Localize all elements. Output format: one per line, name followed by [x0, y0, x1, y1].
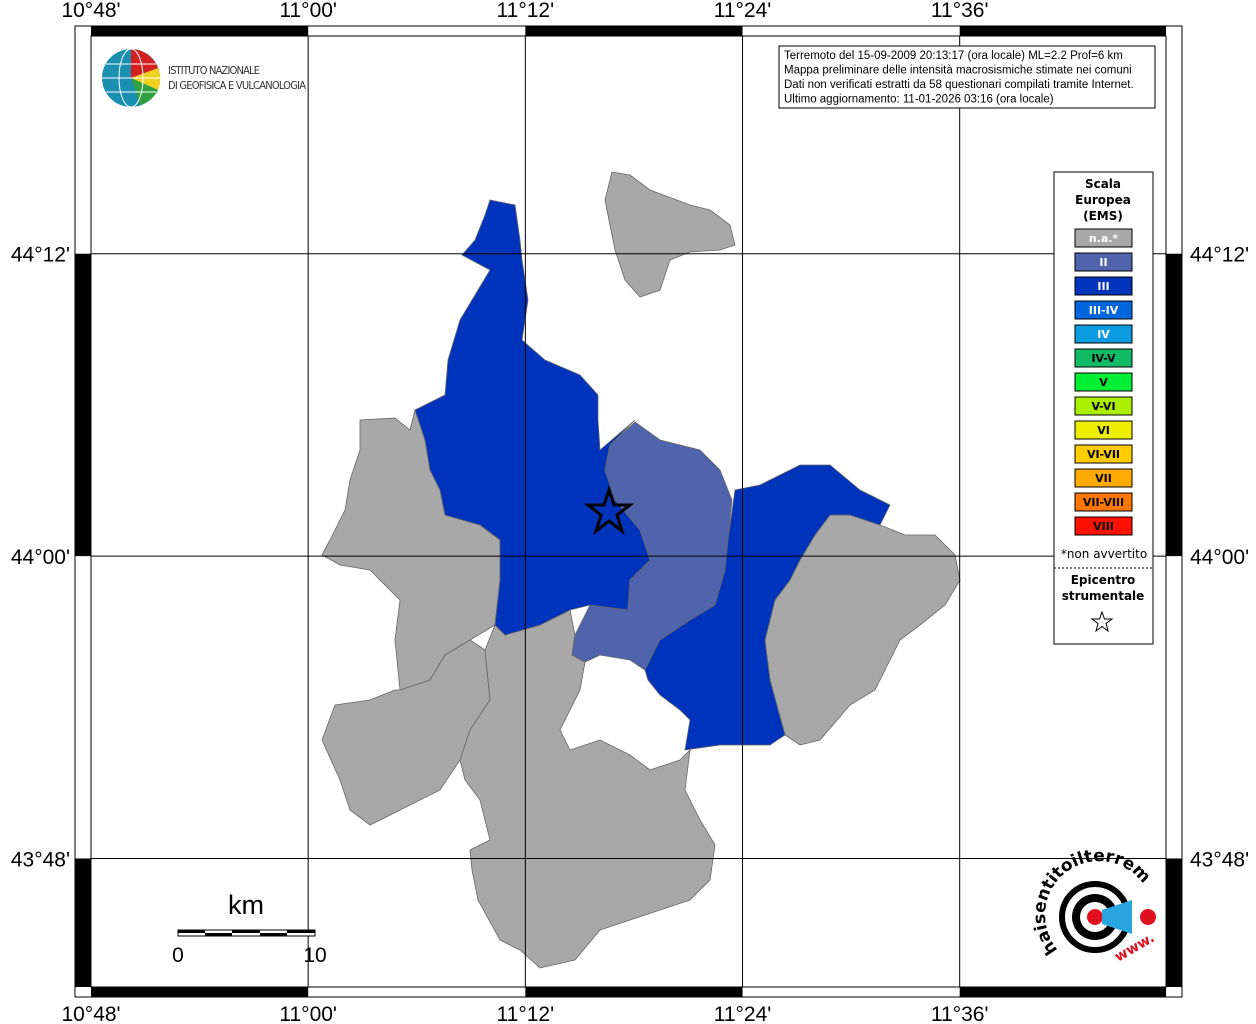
legend-swatch [1074, 252, 1133, 272]
legend-swatch [1074, 324, 1133, 344]
legend-note: *non avvertito [1061, 547, 1147, 561]
frame [74, 25, 1183, 998]
frame-band [91, 987, 309, 997]
legend-title: Scala [1085, 177, 1121, 191]
legend-swatch [1074, 348, 1133, 368]
legend-label: VIII [1093, 520, 1114, 533]
info-line: Dati non verificati estratti da 58 quest… [784, 79, 1134, 91]
lon-label: 11°24' [714, 1003, 772, 1024]
frame-band [525, 26, 743, 36]
frame-band [1166, 858, 1182, 987]
frame-band [75, 858, 91, 987]
legend-epicenter: Epicentro [1071, 573, 1136, 587]
legend-swatch [1074, 516, 1133, 536]
legend-swatch [1074, 420, 1133, 440]
legend-label: VI [1097, 424, 1110, 437]
legend-label: IV [1097, 328, 1110, 341]
legend-swatch [1074, 300, 1133, 320]
lon-label: 10°48' [61, 0, 120, 22]
legend-swatch [1074, 228, 1133, 248]
frame-band [525, 987, 743, 997]
lat-label: 43°48' [1190, 848, 1249, 871]
region-iii [644, 464, 891, 751]
legend-swatch [1074, 468, 1133, 488]
legend-label: II [1099, 256, 1107, 269]
lon-label: 11°00' [279, 0, 337, 22]
info-line: Mappa preliminare delle intensità macros… [784, 65, 1132, 77]
lat-label: 43°48' [11, 848, 70, 871]
regions [321, 171, 961, 969]
lon-label: 11°12' [497, 1003, 555, 1024]
lat-label: 44°00' [11, 546, 70, 569]
legend-label: IV-V [1091, 352, 1116, 365]
ingv-logo: ISTITUTO NAZIONALE DI GEOFISICA E VULCAN… [102, 48, 306, 108]
legend-label: III-IV [1089, 304, 1119, 317]
lat-label: 44°12' [1190, 244, 1249, 267]
legend-swatch [1074, 276, 1133, 296]
epicenter-star [583, 485, 635, 536]
frame-band [91, 26, 309, 36]
lon-label: 11°36' [931, 1003, 989, 1024]
legend-label: V [1099, 376, 1108, 389]
scale-unit: km [228, 890, 264, 920]
region-ii [571, 421, 733, 671]
legend-label: VII-VIII [1083, 496, 1124, 509]
info-box [778, 45, 1156, 109]
institute-line: ISTITUTO NAZIONALE [168, 64, 260, 77]
legend-swatch [1074, 444, 1133, 464]
region-na [604, 171, 736, 298]
frame-band [1166, 253, 1182, 557]
frame-band [959, 987, 1166, 997]
legend-epicenter: strumentale [1062, 589, 1145, 603]
legend-label: VI-VII [1087, 448, 1120, 461]
legend-star [1090, 610, 1114, 633]
legend-label: VII [1095, 472, 1112, 485]
legend-label: n.a.* [1089, 232, 1119, 245]
info-line: Terremoto del 15-09-2009 20:13:17 (ora l… [784, 50, 1123, 62]
scale-bar: km 0 10 [172, 890, 327, 967]
frame-band [959, 26, 1166, 36]
lat-label: 44°12' [11, 244, 70, 267]
institute-line: DI GEOFISICA E VULCANOLOGIA [168, 79, 306, 92]
lon-label: 11°36' [931, 0, 989, 22]
legend-title: (EMS) [1083, 209, 1123, 223]
lon-label: 11°24' [714, 0, 772, 22]
legend-title: Europea [1075, 193, 1131, 207]
region-na [459, 609, 716, 969]
region-na [321, 639, 491, 826]
legend-label: V-VI [1091, 400, 1115, 413]
lat-label: 44°00' [1190, 546, 1249, 569]
info-line: Ultimo aggiornamento: 11-01-2026 03:16 (… [784, 94, 1054, 106]
lon-label: 11°00' [279, 1003, 337, 1024]
legend-swatch [1074, 492, 1133, 512]
scale-label: 0 [172, 944, 184, 967]
region-iii [414, 199, 651, 636]
frame-band [75, 253, 91, 557]
lon-label: 11°12' [497, 0, 555, 22]
scale-label: 10 [303, 944, 326, 967]
lon-label: 10°48' [61, 1003, 120, 1024]
legend-label: III [1097, 280, 1109, 293]
legend-swatch [1074, 372, 1133, 392]
legend-swatch [1074, 396, 1133, 416]
